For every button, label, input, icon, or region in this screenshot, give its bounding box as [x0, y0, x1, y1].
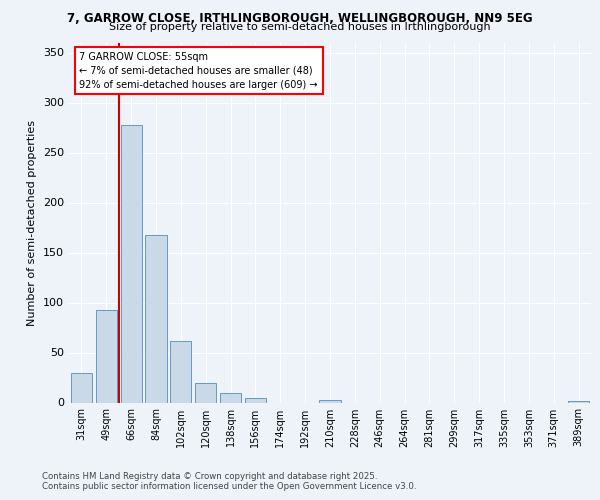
Bar	[145, 234, 167, 402]
Text: Size of property relative to semi-detached houses in Irthlingborough: Size of property relative to semi-detach…	[109, 22, 491, 32]
Bar	[568, 400, 589, 402]
Bar	[96, 310, 117, 402]
Bar	[170, 340, 191, 402]
Bar	[245, 398, 266, 402]
Bar	[71, 372, 92, 402]
Bar	[319, 400, 341, 402]
Text: 7, GARROW CLOSE, IRTHLINGBOROUGH, WELLINGBOROUGH, NN9 5EG: 7, GARROW CLOSE, IRTHLINGBOROUGH, WELLIN…	[67, 12, 533, 26]
Text: Contains HM Land Registry data © Crown copyright and database right 2025.: Contains HM Land Registry data © Crown c…	[42, 472, 377, 481]
Text: 7 GARROW CLOSE: 55sqm
← 7% of semi-detached houses are smaller (48)
92% of semi-: 7 GARROW CLOSE: 55sqm ← 7% of semi-detac…	[79, 52, 318, 90]
Text: Contains public sector information licensed under the Open Government Licence v3: Contains public sector information licen…	[42, 482, 416, 491]
Bar	[220, 392, 241, 402]
Bar	[121, 124, 142, 402]
Y-axis label: Number of semi-detached properties: Number of semi-detached properties	[28, 120, 37, 326]
Bar	[195, 382, 216, 402]
